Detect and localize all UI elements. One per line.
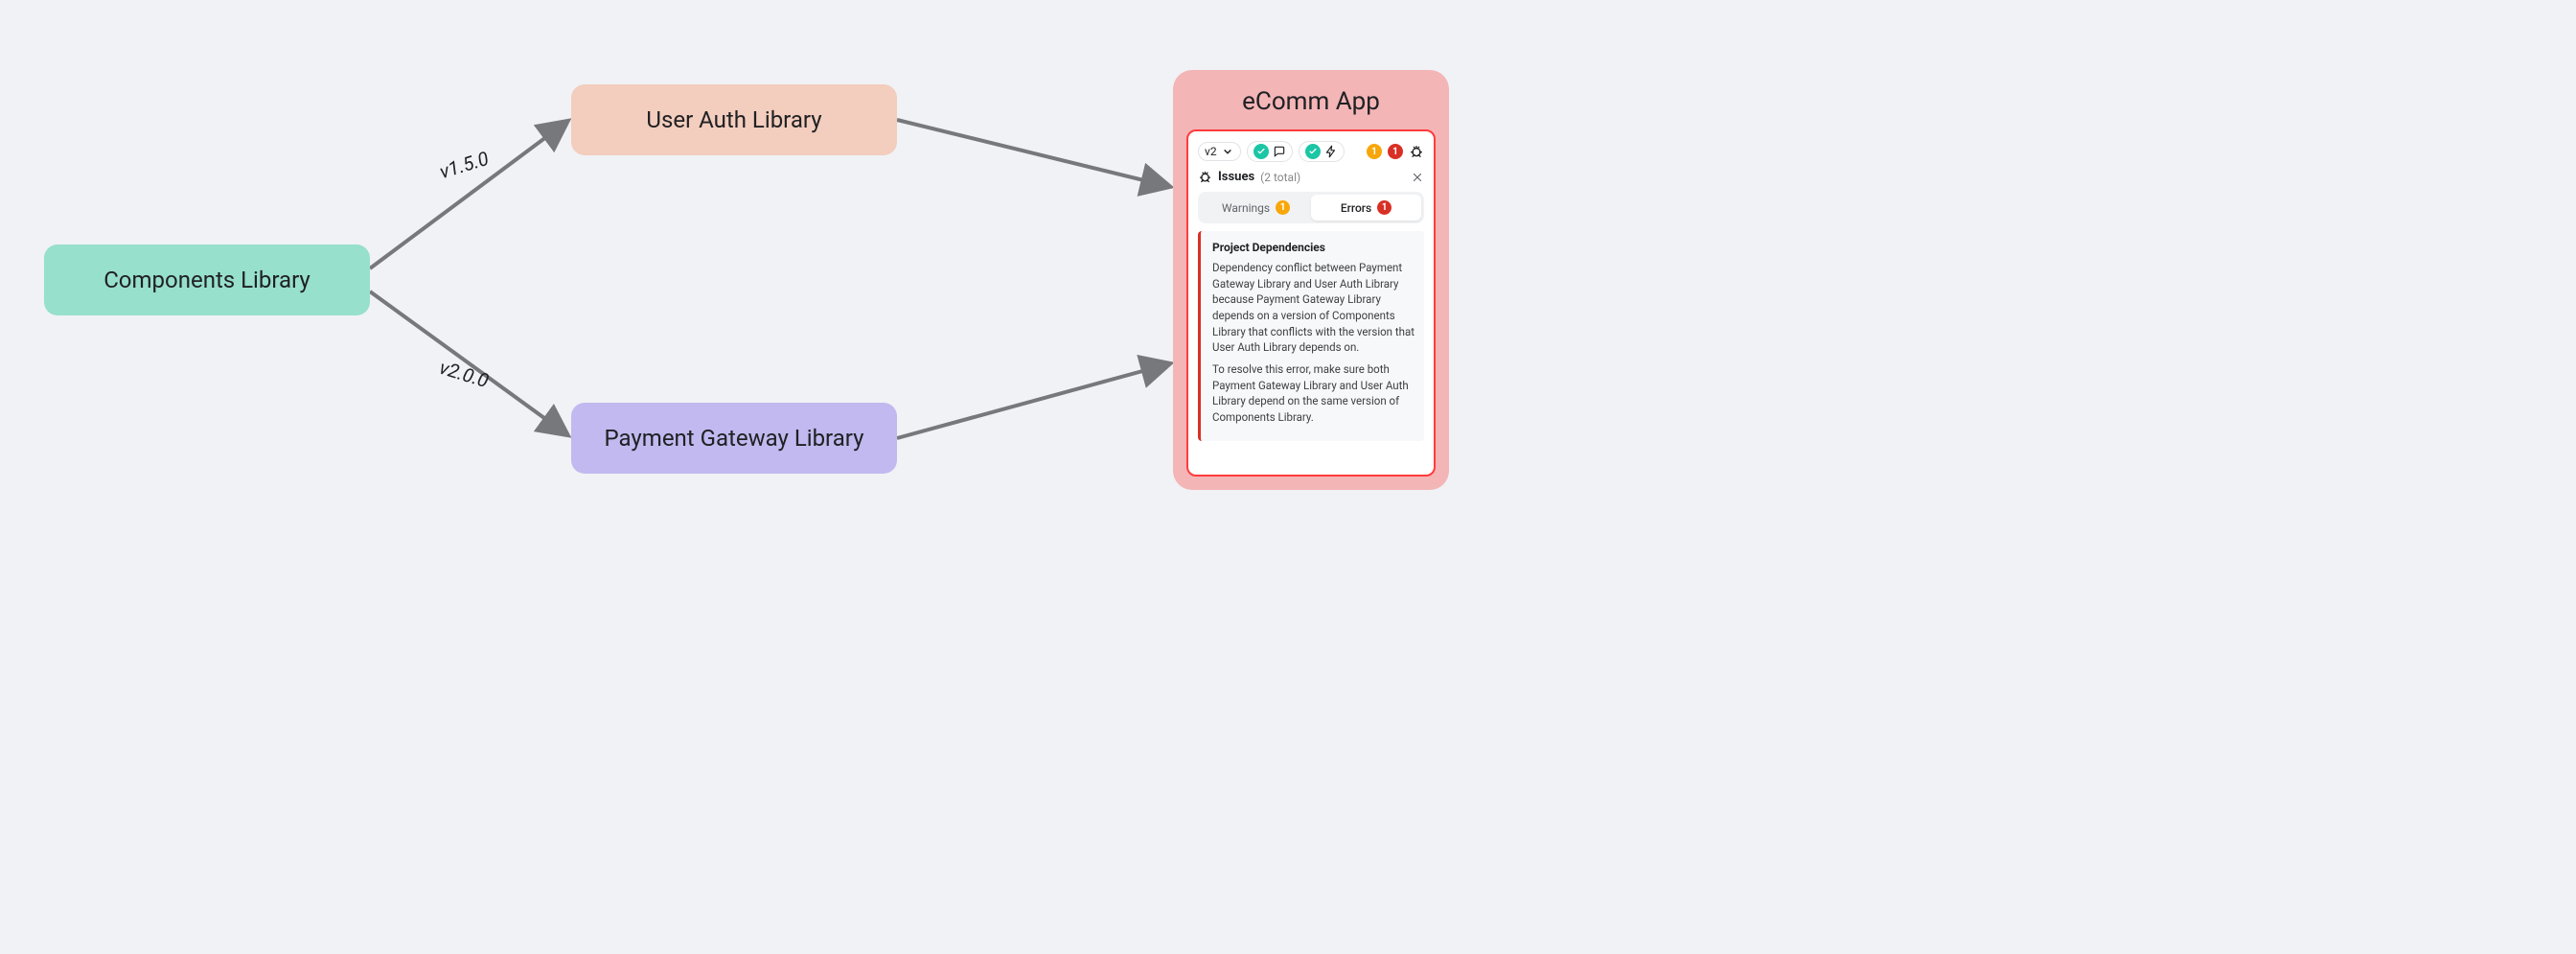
issue-description-1: Dependency conflict between Payment Gate… [1212, 260, 1414, 356]
issues-title: Issues [1218, 170, 1254, 184]
node-ecomm-app: eComm App v2 1 1 [1173, 70, 1449, 490]
check-comments-chip[interactable] [1247, 141, 1293, 162]
tab-err-count: 1 [1377, 200, 1392, 215]
edge-label-v200: v2.0.0 [437, 356, 492, 392]
tab-label: Errors [1341, 201, 1371, 215]
issues-toolbar: v2 1 1 [1198, 141, 1424, 162]
node-payment-gateway-library: Payment Gateway Library [571, 403, 897, 474]
issues-count: (2 total) [1260, 171, 1300, 184]
node-components-library: Components Library [44, 244, 370, 315]
comments-icon [1273, 145, 1286, 158]
issues-tabs: Warnings 1 Errors 1 [1198, 192, 1424, 223]
bug-icon [1198, 170, 1212, 184]
check-icon [1305, 144, 1321, 159]
issues-header: Issues (2 total) [1198, 170, 1424, 184]
check-icon [1254, 144, 1269, 159]
version-label: v2 [1205, 145, 1217, 158]
node-label: Components Library [104, 267, 310, 293]
node-label: Payment Gateway Library [605, 425, 864, 452]
tab-warn-count: 1 [1276, 200, 1290, 215]
check-bolt-chip[interactable] [1299, 141, 1345, 162]
warn-count-badge[interactable]: 1 [1367, 144, 1382, 159]
tab-warnings[interactable]: Warnings 1 [1201, 195, 1311, 221]
node-label: User Auth Library [646, 106, 821, 133]
issue-description-2: To resolve this error, make sure both Pa… [1212, 361, 1414, 426]
tab-label: Warnings [1222, 201, 1270, 215]
issue-title: Project Dependencies [1212, 241, 1414, 254]
issues-panel: v2 1 1 Issues [1186, 129, 1436, 477]
tab-errors[interactable]: Errors 1 [1311, 195, 1421, 221]
bug-icon[interactable] [1409, 144, 1424, 159]
edge-label-v150: v1.5.0 [437, 147, 492, 183]
issue-error-body: Project Dependencies Dependency conflict… [1198, 231, 1424, 441]
close-icon[interactable] [1411, 171, 1424, 184]
node-user-auth-library: User Auth Library [571, 84, 897, 155]
ecomm-app-title: eComm App [1186, 87, 1436, 116]
error-count-badge[interactable]: 1 [1388, 144, 1403, 159]
chevron-down-icon [1221, 145, 1234, 158]
version-selector[interactable]: v2 [1198, 142, 1241, 161]
bolt-icon [1324, 145, 1338, 158]
